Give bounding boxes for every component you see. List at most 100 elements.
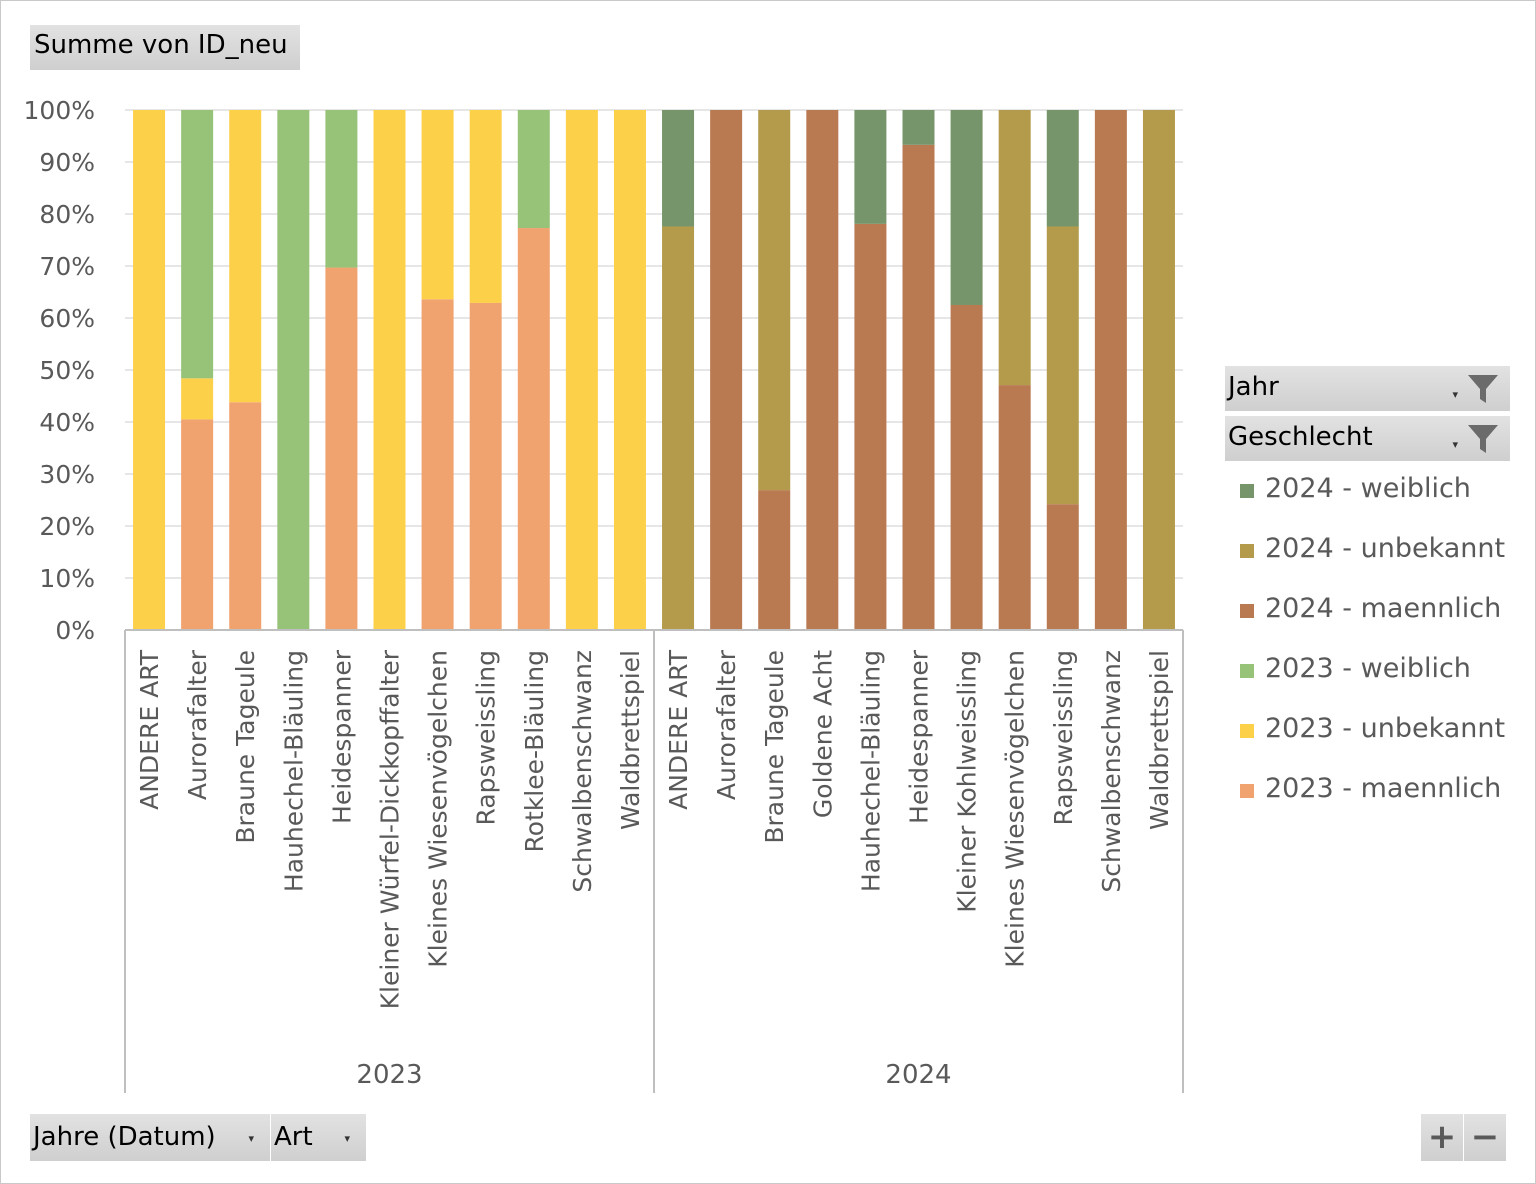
legend-swatch [1240,604,1254,618]
bar-segment [469,110,502,303]
chevron-down-icon: ▾ [1452,388,1458,401]
bar-segment [229,402,262,630]
bar-segment [950,110,983,305]
legend-label: 2023 - weiblich [1265,653,1471,684]
bar-segment [998,385,1031,630]
category-label: Rapsweissling [1049,650,1078,825]
bar-segment [181,110,214,379]
legend-label: 2024 - weiblich [1265,473,1471,504]
expand-field-button[interactable]: + [1421,1114,1463,1161]
legend-label: 2023 - unbekannt [1265,713,1506,744]
y-tick-label: 0% [55,616,95,645]
bar-segment [998,110,1031,386]
y-tick-label: 20% [39,512,95,541]
category-label: Schwalbenschwanz [1097,650,1126,893]
category-label: Kleiner Würfel-Dickkopffalter [376,649,405,1009]
category-label: Aurorafalter [183,649,212,800]
bar-segment [854,110,887,224]
bar-segment [421,299,454,630]
category-label: Rotklee-Bläuling [520,650,549,853]
legend-label: 2023 - maennlich [1265,773,1502,804]
y-tick-label: 70% [39,252,95,281]
bar-segment [1094,110,1127,630]
y-tick-label: 60% [39,304,95,333]
bar-segment [277,110,310,630]
legend-swatch [1240,784,1254,798]
category-label: Waldbrettspiel [616,650,645,830]
y-tick-label: 10% [39,564,95,593]
jahr-filter-label: Jahr [1228,372,1279,402]
bar-segment [373,110,406,630]
bar-segment [806,110,839,630]
bar-segment [758,490,791,630]
category-label: Heidespanner [905,649,934,824]
category-label: ANDERE ART [135,649,164,810]
bar-segment [662,226,695,631]
bar-segment [1046,110,1079,227]
bar-segment [613,110,646,630]
category-label: Kleines Wiesenvögelchen [1001,650,1030,968]
bar-segment [421,110,454,300]
axis-field-jahre-button[interactable]: Jahre (Datum) ▾ [30,1114,270,1161]
legend-swatch [1240,724,1254,738]
bar-segment [902,110,935,145]
bar-segment [950,305,983,630]
bar-segment [181,378,214,420]
bar-segment [517,110,550,229]
bar-segment [181,419,214,630]
legend-swatch [1240,664,1254,678]
category-label: Hauhechel-Bläuling [279,650,308,892]
y-tick-label: 100% [24,96,95,125]
legend-swatch [1240,484,1254,498]
category-label: Goldene Acht [808,650,837,818]
category-label: Kleines Wiesenvögelchen [424,650,453,968]
group-label: 2023 [356,1060,422,1090]
bar-segment [662,110,695,227]
filter-funnel-icon[interactable] [1466,372,1500,406]
bar-segment [469,302,502,630]
filter-funnel-icon[interactable] [1466,422,1500,456]
chevron-down-icon: ▾ [1452,438,1458,451]
value-field-label: Summe von ID_neu [34,30,288,60]
category-label: Braune Tageule [231,650,260,844]
geschlecht-filter-button[interactable]: Geschlecht ▾ [1225,416,1510,461]
jahr-filter-button[interactable]: Jahr ▾ [1225,366,1510,411]
bar-segment [1046,226,1079,505]
legend-swatch [1240,544,1254,558]
bar-segment [133,110,166,630]
axis-field-jahre-label: Jahre (Datum) [33,1122,216,1152]
y-tick-label: 80% [39,200,95,229]
category-label: Rapsweissling [472,650,501,825]
y-tick-label: 90% [39,148,95,177]
category-label: ANDERE ART [664,649,693,810]
dropdown-caret-icon: ▾ [248,1132,254,1145]
category-label: Schwalbenschwanz [568,650,597,893]
axis-field-art-label: Art [274,1122,313,1152]
legend-label: 2024 - maennlich [1265,593,1502,624]
y-tick-label: 30% [39,460,95,489]
bar-segment [229,110,262,403]
bar-segment [1046,504,1079,630]
category-label: Braune Tageule [760,650,789,844]
bar-segment [854,223,887,630]
category-label: Hauhechel-Bläuling [856,650,885,892]
y-tick-label: 40% [39,408,95,437]
bar-segment [710,110,743,630]
collapse-field-button[interactable]: − [1464,1114,1506,1161]
bar-segment [325,110,358,268]
geschlecht-filter-label: Geschlecht [1228,422,1373,452]
bar-segment [902,144,935,630]
bar-segment [758,110,791,491]
category-label: Waldbrettspiel [1145,650,1174,830]
value-field-button[interactable]: Summe von ID_neu [30,25,300,70]
group-label: 2024 [885,1060,951,1090]
bar-segment [517,228,550,631]
legend-label: 2024 - unbekannt [1265,533,1506,564]
dropdown-caret-icon: ▾ [344,1132,350,1145]
axis-field-art-button[interactable]: Art ▾ [271,1114,366,1161]
category-label: Heidespanner [327,649,356,824]
bar-segment [325,267,358,630]
bar-segment [1142,110,1175,630]
y-tick-label: 50% [39,356,95,385]
